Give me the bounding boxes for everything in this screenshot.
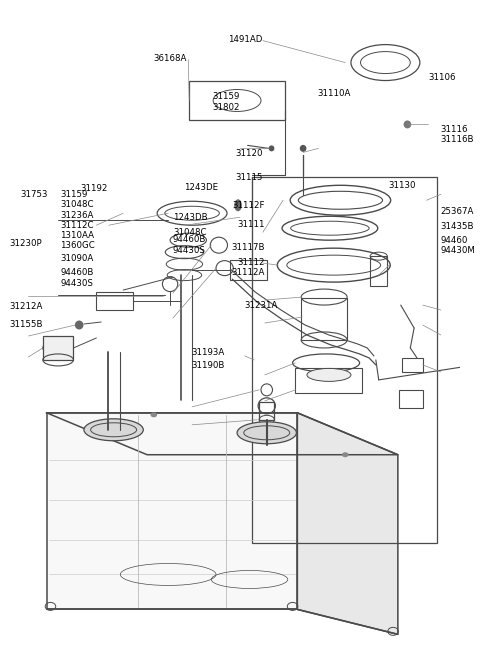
Text: 25367A: 25367A xyxy=(441,207,474,215)
Ellipse shape xyxy=(269,145,275,151)
Text: 31155B: 31155B xyxy=(10,320,43,329)
Text: 31112F: 31112F xyxy=(232,202,265,210)
Ellipse shape xyxy=(237,422,297,443)
Text: 31159
31048C
31236A
31112C
1310AA: 31159 31048C 31236A 31112C 1310AA xyxy=(60,190,95,240)
Polygon shape xyxy=(47,413,298,609)
Text: 31435B: 31435B xyxy=(441,221,474,231)
Text: 31120: 31120 xyxy=(235,149,263,158)
Text: 31090A: 31090A xyxy=(60,253,94,263)
Bar xyxy=(399,390,423,408)
Ellipse shape xyxy=(307,368,351,381)
Text: 31106: 31106 xyxy=(428,73,456,83)
Ellipse shape xyxy=(342,452,348,457)
Text: 31111: 31111 xyxy=(237,219,265,229)
Text: 31115: 31115 xyxy=(235,173,263,181)
Text: 31231A: 31231A xyxy=(244,301,277,310)
Text: 1243DB: 1243DB xyxy=(173,213,207,222)
Bar xyxy=(96,292,133,310)
Text: 1243DE: 1243DE xyxy=(184,183,218,192)
Bar xyxy=(230,260,267,280)
Text: 31212A: 31212A xyxy=(10,302,43,311)
Text: 31110A: 31110A xyxy=(318,89,351,98)
Polygon shape xyxy=(298,413,398,634)
Ellipse shape xyxy=(404,121,411,128)
Text: 94460B
94430S: 94460B 94430S xyxy=(60,268,94,288)
Bar xyxy=(259,402,275,420)
Text: 31192: 31192 xyxy=(80,185,107,193)
Text: 31117B: 31117B xyxy=(231,243,265,252)
Ellipse shape xyxy=(84,419,144,441)
Text: 31753: 31753 xyxy=(20,190,48,198)
Text: 1360GC: 1360GC xyxy=(60,240,95,250)
Text: 94460
94430M: 94460 94430M xyxy=(441,236,476,255)
Text: 31112
31112A: 31112 31112A xyxy=(231,257,265,277)
Polygon shape xyxy=(47,413,398,455)
Ellipse shape xyxy=(300,145,306,152)
Text: 1491AD: 1491AD xyxy=(228,35,263,45)
Bar xyxy=(301,298,347,340)
Bar xyxy=(43,336,73,360)
Bar xyxy=(252,178,437,542)
Text: 31193A: 31193A xyxy=(192,348,225,357)
Text: 94460B
94430S: 94460B 94430S xyxy=(173,235,206,255)
Ellipse shape xyxy=(75,320,84,329)
Text: 31130: 31130 xyxy=(389,181,416,189)
Bar xyxy=(296,368,362,393)
Text: 31190B: 31190B xyxy=(192,361,225,370)
Text: 31159
31802: 31159 31802 xyxy=(212,92,240,112)
Bar xyxy=(370,256,387,286)
Text: 31116
31116B: 31116 31116B xyxy=(441,125,474,144)
Bar xyxy=(402,358,423,372)
Text: 31230P: 31230P xyxy=(10,239,43,248)
Ellipse shape xyxy=(150,412,157,417)
Text: 36168A: 36168A xyxy=(154,54,187,63)
Ellipse shape xyxy=(234,199,242,212)
Text: 31048C: 31048C xyxy=(173,228,206,237)
Bar xyxy=(189,81,285,121)
